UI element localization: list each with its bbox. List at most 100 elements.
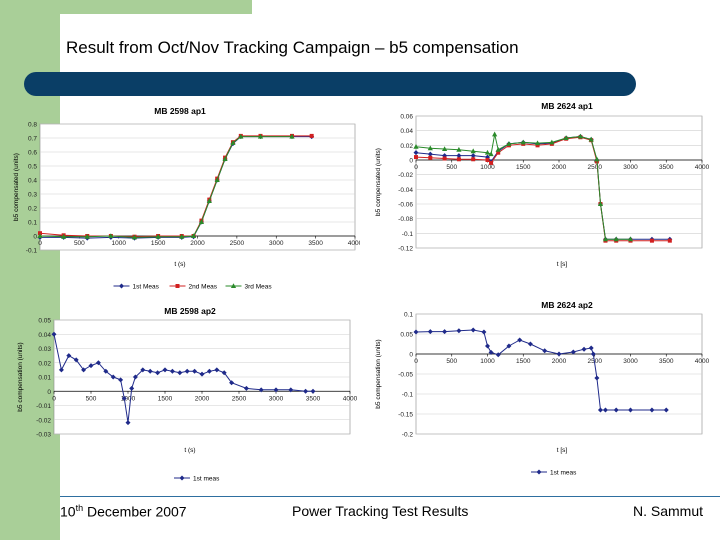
x-tick-label: 0: [414, 358, 418, 365]
y-axis-label: b5 compensation (units): [375, 339, 382, 408]
data-point: [602, 236, 609, 242]
footer-author: N. Sammut: [633, 503, 704, 519]
y-tick-label: 0.3: [28, 192, 37, 199]
data-point: [310, 388, 316, 394]
y-axis-label: b5 compensation (units): [17, 342, 24, 411]
legend-label: 3rd Meas: [245, 284, 273, 291]
y-tick-label: 0.2: [28, 206, 37, 213]
x-tick-label: 3500: [659, 358, 674, 365]
data-point: [590, 351, 596, 357]
data-point: [155, 233, 161, 239]
data-point: [549, 139, 555, 145]
x-tick-label: 3500: [659, 164, 674, 171]
x-axis-label: t [s]: [557, 261, 568, 268]
y-tick-label: -0.01: [36, 403, 51, 410]
chart-title: MB 2624 ap2: [541, 300, 593, 310]
y-tick-label: -0.05: [398, 372, 413, 379]
y-tick-label: 0.1: [28, 220, 37, 227]
data-point: [147, 368, 153, 374]
x-tick-label: 3000: [269, 395, 284, 402]
data-point: [206, 198, 212, 203]
y-tick-label: 0.8: [28, 122, 37, 129]
x-tick-label: 0: [38, 240, 42, 247]
footer-date-rest: December 2007: [83, 503, 187, 520]
chart-mb2598-ap2: 0.050.040.030.020.010-0.01-0.02-0.030 500…: [17, 306, 358, 483]
x-tick-label: 2000: [552, 358, 567, 365]
data-point: [58, 367, 64, 373]
data-point: [221, 370, 227, 376]
data-point: [37, 233, 43, 238]
y-tick-label: -0.02: [398, 172, 413, 179]
data-point: [495, 146, 501, 152]
data-point: [527, 341, 533, 347]
data-point: [470, 327, 476, 333]
data-point: [485, 343, 490, 349]
data-point: [428, 155, 433, 160]
data-point: [288, 387, 294, 393]
data-point: [456, 157, 461, 162]
y-tick-label: -0.06: [398, 202, 413, 209]
data-point: [73, 357, 79, 363]
data-point: [488, 349, 494, 355]
x-tick-label: 0: [52, 395, 56, 402]
data-point: [103, 368, 109, 374]
x-axis-label: t [s]: [557, 447, 568, 454]
data-point: [257, 133, 264, 139]
data-point: [110, 374, 116, 380]
data-point: [413, 150, 419, 156]
data-point: [303, 388, 309, 394]
data-point: [169, 368, 175, 374]
data-point: [179, 233, 185, 239]
data-point: [442, 329, 448, 335]
x-tick-label: 2500: [232, 395, 247, 402]
y-tick-label: 0.03: [38, 346, 51, 353]
x-tick-label: 500: [74, 240, 85, 247]
data-point: [108, 233, 114, 238]
data-point: [413, 144, 419, 149]
data-point: [488, 151, 494, 157]
y-tick-label: 0.01: [38, 375, 51, 382]
y-tick-label: 0.6: [28, 150, 37, 157]
data-point: [496, 150, 501, 155]
y-tick-label: 0.02: [400, 143, 413, 150]
data-point: [175, 284, 180, 288]
slide-body: [60, 14, 720, 540]
y-tick-label: 0.1: [404, 312, 413, 319]
data-point: [199, 371, 205, 377]
data-point: [177, 370, 183, 376]
legend-label: 1st meas: [193, 476, 220, 483]
data-point: [536, 469, 542, 475]
y-tick-label: 0.5: [28, 164, 37, 171]
x-tick-label: 500: [446, 358, 457, 365]
x-tick-label: 4000: [348, 240, 360, 247]
data-point: [649, 407, 655, 413]
data-point: [81, 367, 87, 373]
data-point: [520, 139, 526, 145]
x-tick-label: 3000: [623, 164, 638, 171]
y-tick-label: 0.4: [28, 178, 37, 185]
y-tick-label: 0: [33, 234, 37, 241]
data-point: [535, 143, 540, 148]
x-tick-label: 2000: [190, 240, 205, 247]
data-point: [51, 331, 57, 337]
data-point: [61, 233, 67, 239]
title-underline-bar: [24, 72, 636, 96]
y-axis-label: b5 compensated (units): [13, 153, 20, 221]
y-tick-label: 0.06: [400, 114, 413, 121]
data-point: [563, 135, 569, 140]
data-point: [588, 136, 594, 142]
y-tick-label: -0.04: [398, 187, 413, 194]
y-tick-label: 0.04: [38, 332, 51, 339]
x-tick-label: 1500: [151, 240, 166, 247]
data-point: [192, 368, 198, 374]
data-point: [456, 146, 462, 152]
data-point: [273, 387, 279, 393]
x-axis-label: t (s): [174, 261, 185, 268]
data-point: [581, 346, 587, 352]
data-point: [243, 385, 249, 391]
x-tick-label: 1500: [516, 164, 531, 171]
data-point: [66, 353, 72, 359]
y-tick-label: -0.12: [398, 246, 413, 253]
y-tick-label: -0.15: [398, 412, 413, 419]
y-tick-label: -0.1: [26, 248, 38, 255]
